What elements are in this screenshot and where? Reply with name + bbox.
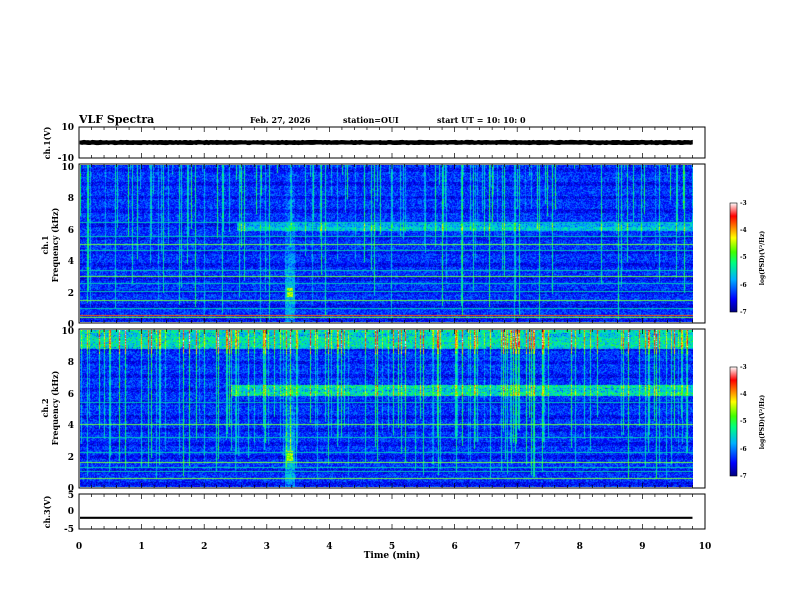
ch1-ytick-2: 2 xyxy=(68,289,74,299)
ch2-ytick-0: 0 xyxy=(68,484,74,494)
ch1-spectrogram-channel-label: ch.1 xyxy=(40,235,50,254)
ch2-spectrogram-ylabel: Frequency (kHz) xyxy=(50,370,60,445)
x-tick-labels: 0 1 2 3 4 5 6 7 8 9 10 xyxy=(76,542,711,552)
ch2-colorbar-tick-5: -5 xyxy=(740,418,747,425)
ch2-colorbar-tick-3: -3 xyxy=(740,364,747,371)
ch2-ytick-10: 10 xyxy=(61,327,74,337)
ch1-colorbar-tick-3: -3 xyxy=(740,200,747,207)
x-tick-label: 4 xyxy=(326,542,332,552)
ch2-spectrogram-image xyxy=(80,330,693,487)
ch1-colorbar-tick-6: -6 xyxy=(740,282,747,289)
ch3-waveform-frame xyxy=(78,493,706,530)
start-time-label: start UT = 10: 10: 0 xyxy=(437,115,526,125)
ch1-spectrogram-panel: 0 2 4 6 8 10 ch.1 Frequency (kHz) -3 -4 … xyxy=(40,163,766,330)
axis-ticks xyxy=(78,127,706,529)
ch1-spectrogram-image xyxy=(80,165,693,322)
ch3-waveform-trace xyxy=(80,516,693,519)
x-tick-label: 7 xyxy=(514,542,520,552)
ch2-ytick-8: 8 xyxy=(68,358,74,368)
ch2-colorbar xyxy=(729,366,738,477)
ch1-ytick-6: 6 xyxy=(68,226,74,236)
ch1-ytick-4: 4 xyxy=(68,257,74,267)
ch2-colorbar-tick-7: -7 xyxy=(740,473,747,480)
ch1-waveform-ylabel: ch.1(V) xyxy=(42,126,52,159)
ch2-spectrogram-panel: 0 2 4 6 8 10 ch.2 Frequency (kHz) -3 -4 … xyxy=(40,327,766,494)
ch2-ytick-6: 6 xyxy=(68,390,74,400)
ch1-ytick-10: 10 xyxy=(61,163,74,173)
station-label: station=OUI xyxy=(343,115,399,125)
x-tick-label: 8 xyxy=(577,542,583,552)
ch3-ytick-neg5: -5 xyxy=(64,525,74,535)
ch1-ytick-0: 0 xyxy=(68,320,74,330)
ch1-ytick-bottom: -10 xyxy=(58,154,74,164)
ch2-colorbar-tick-6: -6 xyxy=(740,446,747,453)
ch1-colorbar-tick-4: -4 xyxy=(740,227,747,234)
ch2-spectrogram-channel-label: ch.2 xyxy=(40,398,50,417)
x-tick-label: 0 xyxy=(76,542,82,552)
ch1-waveform-trace xyxy=(79,139,693,146)
ch2-colorbar-label: log(PSD)(V²/Hz) xyxy=(759,395,766,450)
x-axis-label: Time (min) xyxy=(364,550,421,561)
ch1-ytick-top: 10 xyxy=(61,123,74,133)
ch1-colorbar xyxy=(729,202,738,313)
ch1-ytick-8: 8 xyxy=(68,194,74,204)
ch3-waveform-ylabel: ch.3(V) xyxy=(42,495,52,528)
ch2-ytick-2: 2 xyxy=(68,453,74,463)
x-tick-label: 10 xyxy=(699,542,712,552)
ch1-colorbar-tick-7: -7 xyxy=(740,309,747,316)
x-tick-label: 2 xyxy=(201,542,207,552)
ch3-waveform-panel: 5 0 -5 ch.3(V) xyxy=(42,491,706,535)
ch1-spectrogram-ylabel: Frequency (kHz) xyxy=(50,207,60,282)
ch1-colorbar-tick-5: -5 xyxy=(740,254,747,261)
ch1-waveform-panel: 10 -10 ch.1(V) xyxy=(42,123,706,164)
ch3-ytick-0: 0 xyxy=(68,507,74,517)
ch1-frequency-ticks: 0 2 4 6 8 10 xyxy=(61,163,74,330)
x-tick-label: 5 xyxy=(389,542,395,552)
ch2-colorbar-tick-4: -4 xyxy=(740,391,747,398)
x-tick-label: 6 xyxy=(451,542,457,552)
x-tick-label: 1 xyxy=(138,542,144,552)
x-tick-label: 3 xyxy=(264,542,270,552)
ch1-colorbar-label: log(PSD)(V²/Hz) xyxy=(759,231,766,286)
date-label: Feb. 27, 2026 xyxy=(250,115,311,125)
figure-title: VLF Spectra xyxy=(78,113,154,126)
ch3-ytick-5: 5 xyxy=(68,491,74,501)
x-tick-label: 9 xyxy=(639,542,645,552)
ch2-ytick-4: 4 xyxy=(68,421,74,431)
